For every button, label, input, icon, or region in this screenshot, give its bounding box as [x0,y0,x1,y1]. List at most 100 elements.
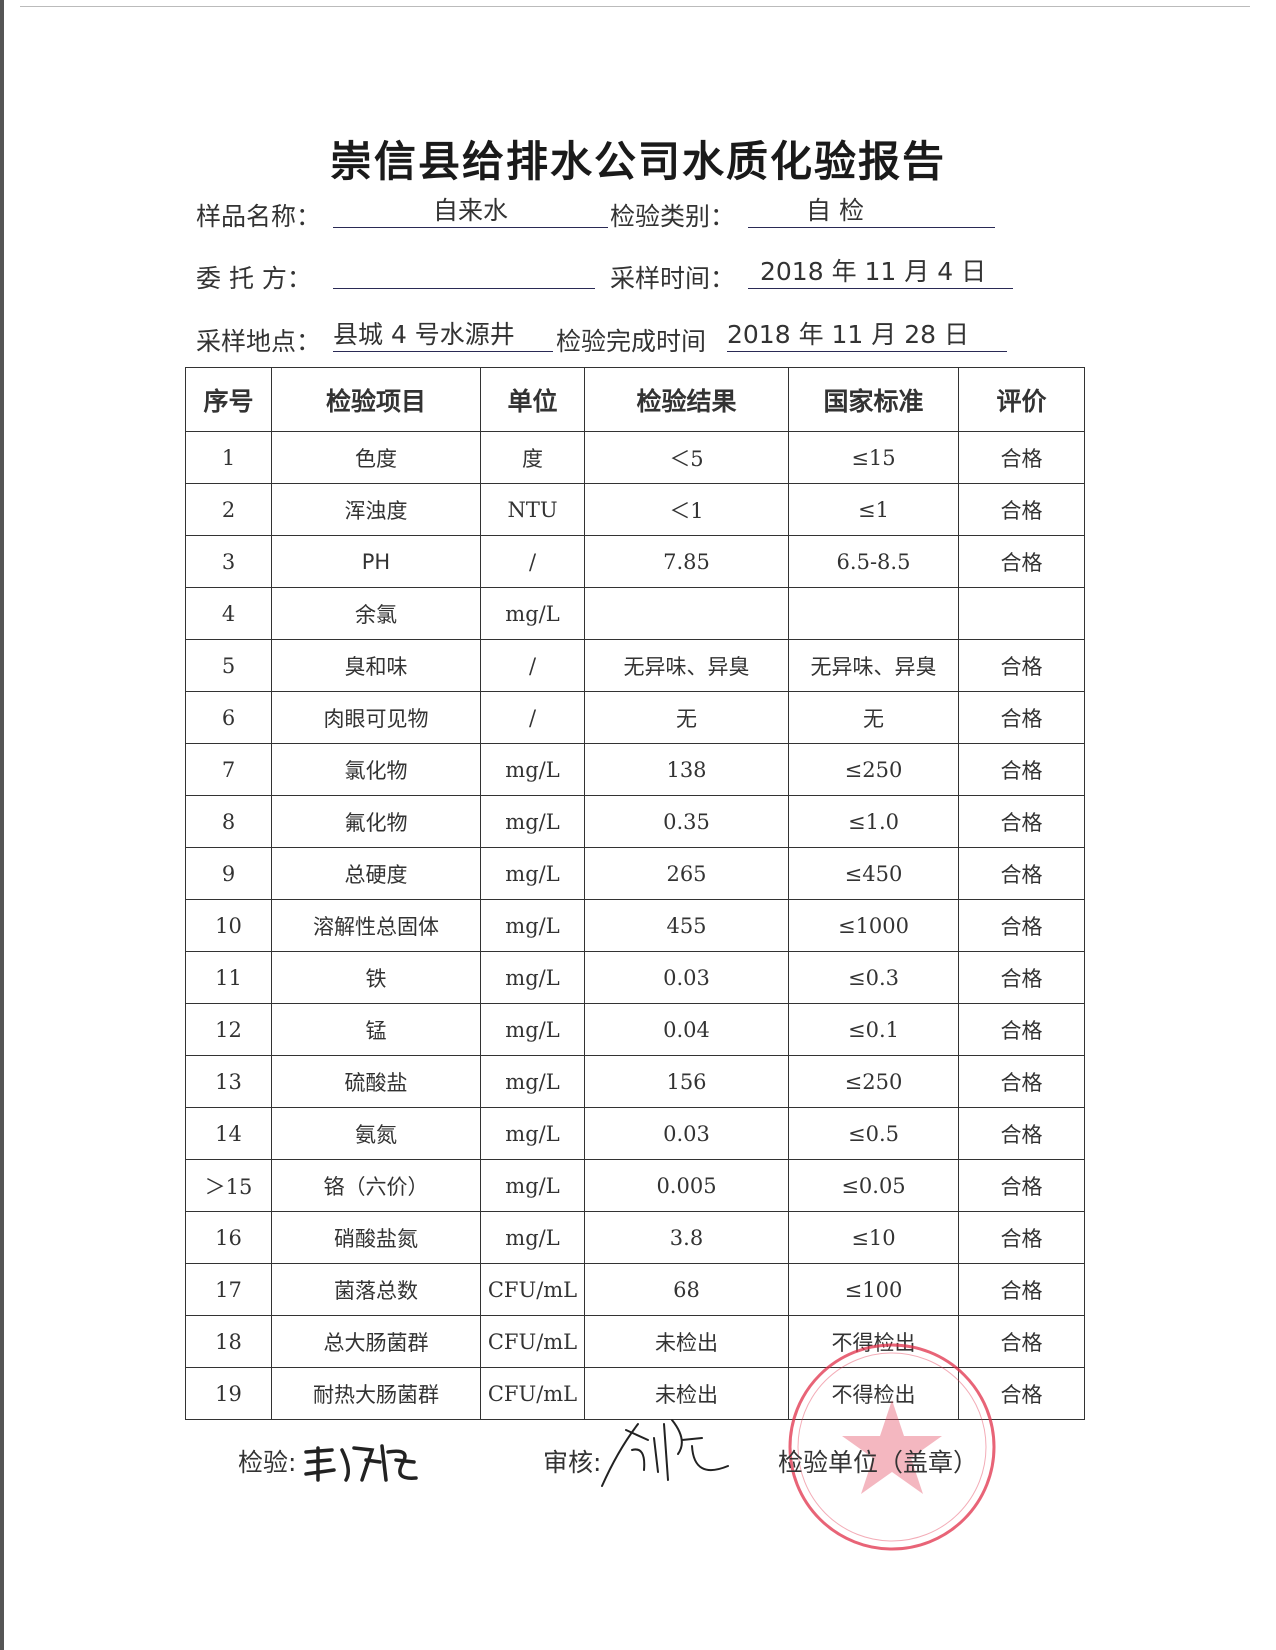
test-result-cell: 0.005 [584,1159,789,1212]
evaluation-cell: 合格 [958,1159,1085,1212]
table-row: 16 硝酸盐氮 mg/L 3.8 ≤10 合格 [185,1211,1085,1264]
row-number-cell: 7 [185,743,272,796]
unit-cell: mg/L [480,1159,585,1212]
test-item-cell: 硝酸盐氮 [271,1211,481,1264]
unit-cell: mg/L [480,899,585,952]
test-item-cell: 铬（六价） [271,1159,481,1212]
test-result-cell: 0.35 [584,795,789,848]
unit-cell: mg/L [480,1055,585,1108]
reviewer-label: 审核: [543,1448,602,1477]
table-row: 8 氟化物 mg/L 0.35 ≤1.0 合格 [185,795,1085,848]
evaluation-cell: 合格 [958,1211,1085,1264]
row-number-cell: 17 [185,1263,272,1316]
test-result-cell: 156 [584,1055,789,1108]
test-item-cell: PH [271,535,481,588]
unit-cell: mg/L [480,951,585,1004]
unit-cell: mg/L [480,795,585,848]
column-header: 单位 [480,367,585,432]
row-number-cell: 6 [185,691,272,744]
national-standard-cell: 无异味、异臭 [788,639,959,692]
test-result-cell [584,587,789,640]
unit-cell: mg/L [480,1211,585,1264]
test-result-cell: ＜1 [584,483,789,536]
test-result-cell: 455 [584,899,789,952]
sample-name-label: 样品名称： [196,202,322,231]
test-result-cell: 3.8 [584,1211,789,1264]
national-standard-cell: 无 [788,691,959,744]
sampling-time-text: 2018 年 11 月 4 日 [760,257,987,286]
sample-name-value: 自来水 [333,195,608,228]
table-row: 14 氨氮 mg/L 0.03 ≤0.5 合格 [185,1107,1085,1160]
test-type-value: 自 检 [748,195,995,228]
evaluation-cell: 合格 [958,691,1085,744]
test-item-cell: 总大肠菌群 [271,1315,481,1368]
test-item-cell: 氟化物 [271,795,481,848]
location-label: 采样地点： [196,327,322,356]
unit-cell: CFU/mL [480,1315,585,1368]
row-number-cell: 5 [185,639,272,692]
unit-cell: mg/L [480,1107,585,1160]
inspection-unit-label: 检验单位（盖章） [778,1448,979,1477]
inspector-signature [304,1444,418,1482]
national-standard-cell: ≤1.0 [788,795,959,848]
official-seal [788,1343,996,1551]
national-standard-cell: ≤100 [788,1263,959,1316]
table-row: 12 锰 mg/L 0.04 ≤0.1 合格 [185,1003,1085,1056]
column-header: 评价 [958,367,1085,432]
evaluation-cell: 合格 [958,1263,1085,1316]
row-number-cell: 16 [185,1211,272,1264]
completion-label: 检验完成时间 [556,327,707,356]
evaluation-cell: 合格 [958,1055,1085,1108]
national-standard-cell: 6.5-8.5 [788,535,959,588]
evaluation-cell: 合格 [958,743,1085,796]
unit-cell: mg/L [480,587,585,640]
test-result-cell: 138 [584,743,789,796]
evaluation-cell: 合格 [958,847,1085,900]
national-standard-cell [788,587,959,640]
national-standard-cell: ≤450 [788,847,959,900]
row-number-cell: 9 [185,847,272,900]
unit-cell: / [480,691,585,744]
table-header-row: 序号 检验项目 单位 检验结果 国家标准 评价 [185,367,1085,432]
report-title: 崇信县给排水公司水质化验报告 [329,137,946,186]
test-item-cell: 溶解性总固体 [271,899,481,952]
table-row: 3 PH/7.85 6.5-8.5 合格 [185,535,1085,588]
evaluation-cell: 合格 [958,639,1085,692]
test-item-cell: 浑浊度 [271,483,481,536]
unit-cell: / [480,535,585,588]
national-standard-cell: ≤0.1 [788,1003,959,1056]
scan-top-line [20,6,1250,7]
row-number-cell: 2 [185,483,272,536]
test-item-cell: 氯化物 [271,743,481,796]
evaluation-cell: 合格 [958,1107,1085,1160]
test-item-cell: 铁 [271,951,481,1004]
row-number-cell: 19 [185,1367,272,1420]
column-header: 国家标准 [788,367,959,432]
evaluation-cell: 合格 [958,951,1085,1004]
table-row: 19 耐热大肠菌群 CFU/mL 未检出 不得检出 合格 [185,1367,1085,1420]
column-header: 检验结果 [584,367,789,432]
test-item-cell: 臭和味 [271,639,481,692]
reviewer-signature [601,1419,729,1487]
row-number-cell: 13 [185,1055,272,1108]
sampling-time-value: 2018 年 11 月 4 日 [748,256,1013,289]
table-row: 17 菌落总数 CFU/mL 68 ≤100 合格 [185,1263,1085,1316]
test-item-cell: 总硬度 [271,847,481,900]
unit-cell: mg/L [480,1003,585,1056]
test-item-cell: 色度 [271,431,481,484]
evaluation-cell: 合格 [958,1315,1085,1368]
national-standard-cell: 不得检出 [788,1367,959,1420]
unit-cell: mg/L [480,847,585,900]
evaluation-cell [958,587,1085,640]
test-item-cell: 硫酸盐 [271,1055,481,1108]
test-result-cell: 7.85 [584,535,789,588]
table-row: ＞15 铬（六价） mg/L 0.005 ≤0.05 合格 [185,1159,1085,1212]
test-result-cell: 无异味、异臭 [584,639,789,692]
test-item-cell: 锰 [271,1003,481,1056]
row-number-cell: 4 [185,587,272,640]
test-item-cell: 耐热大肠菌群 [271,1367,481,1420]
table-row: 6 肉眼可见物 / 无无合格 [185,691,1085,744]
test-result-cell: 0.03 [584,951,789,1004]
test-type-label: 检验类别： [610,202,736,231]
table-row: 10 溶解性总固体 mg/L 455 ≤1000 合格 [185,899,1085,952]
